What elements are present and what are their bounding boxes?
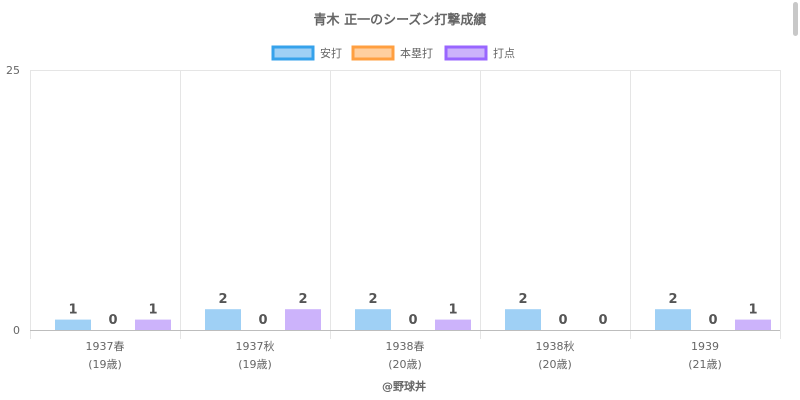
data-label: 0 <box>258 313 267 328</box>
x-tick-sublabel: (20歳) <box>388 358 422 371</box>
legend-label: 安打 <box>320 46 342 60</box>
legend-label: 本塁打 <box>400 46 433 60</box>
axes: 0 25 1937春 (19歳) 1937秋 (19歳) 1938春 (20歳) 1938秋 (2… <box>6 64 780 371</box>
data-label: 1 <box>448 303 457 318</box>
legend-item[interactable]: 安打 <box>271 45 342 61</box>
data-label: 2 <box>668 292 677 307</box>
bar[interactable] <box>285 309 321 330</box>
legend-item[interactable]: 本塁打 <box>351 45 433 61</box>
x-tick-label: 1939 <box>691 340 719 353</box>
legend: 安打 本塁打 打点 <box>271 45 515 61</box>
data-label: 2 <box>368 292 377 307</box>
x-tick-label: 1938秋 <box>536 339 575 353</box>
grid <box>30 70 781 339</box>
legend-item[interactable]: 打点 <box>444 45 515 61</box>
x-tick-sublabel: (20歳) <box>538 358 572 371</box>
y-tick-label: 25 <box>6 64 20 77</box>
data-label: 2 <box>298 292 307 307</box>
bar[interactable] <box>655 309 691 330</box>
bar[interactable] <box>735 319 771 330</box>
bar[interactable] <box>205 309 241 330</box>
legend-swatch <box>351 45 395 61</box>
y-tick-label: 0 <box>13 324 20 337</box>
bar[interactable] <box>135 319 171 330</box>
x-tick-sublabel: (19歳) <box>88 358 122 371</box>
bar[interactable] <box>435 319 471 330</box>
bar[interactable] <box>355 309 391 330</box>
bar[interactable] <box>505 309 541 330</box>
data-label: 0 <box>408 313 417 328</box>
data-label: 1 <box>748 303 757 318</box>
chart-title: 青木 正一のシーズン打撃成績 <box>314 12 487 28</box>
bar[interactable] <box>55 319 91 330</box>
x-tick-sublabel: (19歳) <box>238 358 272 371</box>
scrollbar[interactable] <box>793 2 798 36</box>
x-tick-label: 1937春 <box>86 340 125 353</box>
x-tick-label: 1938春 <box>386 340 425 353</box>
legend-swatch <box>444 45 488 61</box>
data-label: 0 <box>558 313 567 328</box>
data-label: 2 <box>518 292 527 307</box>
x-tick-sublabel: (21歳) <box>688 358 722 371</box>
data-label: 1 <box>68 303 77 318</box>
legend-swatch <box>271 45 315 61</box>
legend-label: 打点 <box>493 46 515 60</box>
bars <box>55 309 771 330</box>
data-label: 0 <box>108 313 117 328</box>
data-label: 0 <box>598 313 607 328</box>
data-label: 2 <box>218 292 227 307</box>
data-label: 0 <box>708 313 717 328</box>
x-tick-label: 1937秋 <box>236 339 275 353</box>
data-labels: 1 0 1 2 0 2 2 0 1 2 0 0 2 0 1 <box>68 292 757 328</box>
credit: @野球丼 <box>382 379 426 393</box>
data-label: 1 <box>148 303 157 318</box>
